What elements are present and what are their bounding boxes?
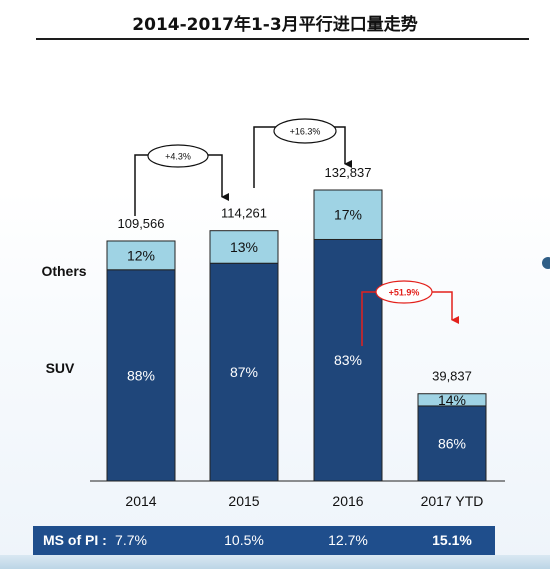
x-tick-label-2015: 2015 <box>228 493 259 509</box>
chart-title: 2014-2017年1-3月平行进口量走势 <box>132 15 418 35</box>
data-label-suv-2015: 87% <box>230 364 258 380</box>
ms-of-pi-value-2014: 7.7% <box>115 532 147 548</box>
ms-of-pi-value-2017-ytd: 15.1% <box>432 532 472 548</box>
total-label-2015: 114,261 <box>221 206 267 221</box>
total-label-2016: 132,837 <box>325 165 372 180</box>
data-label-suv-2016: 83% <box>334 352 362 368</box>
data-label-suv-2017-ytd: 86% <box>438 435 466 451</box>
bar-others-2017-ytd <box>417 393 487 407</box>
series-label-suv: SUV <box>46 360 75 376</box>
data-label-others-2017-ytd: 14% <box>438 392 466 408</box>
total-label-2017-ytd: 39,837 <box>432 369 472 384</box>
bar-suv-2016 <box>313 238 383 482</box>
growth-label-2016: +16.3% <box>290 127 321 137</box>
growth-callout-2015 <box>147 144 209 168</box>
data-label-others-2016: 17% <box>334 207 362 223</box>
total-label-2014: 109,566 <box>118 216 165 231</box>
growth-callout-2016 <box>273 118 337 144</box>
bar-others-2014 <box>106 240 176 271</box>
title-underline <box>36 38 529 40</box>
data-label-suv-2014: 88% <box>127 367 155 383</box>
bar-suv-2014 <box>106 269 176 482</box>
ms-of-pi-value-2015: 10.5% <box>224 532 264 548</box>
x-tick-label-2016: 2016 <box>332 493 363 509</box>
ms-of-pi-bar: MS of PI : 7.7% 10.5% 12.7% 15.1% <box>33 526 495 555</box>
growth-label-2017-ytd: +51.9% <box>389 288 420 298</box>
x-tick-label-2017-ytd: 2017 YTD <box>421 493 484 509</box>
bar-suv-2015 <box>209 262 279 482</box>
bar-others-2015 <box>209 230 279 264</box>
data-label-others-2014: 12% <box>127 247 155 263</box>
ms-of-pi-value-2016: 12.7% <box>328 532 368 548</box>
side-dot-icon <box>542 257 550 269</box>
series-label-others: Others <box>41 263 86 279</box>
growth-callout-2017-ytd <box>375 280 433 304</box>
bar-others-2016 <box>313 189 383 240</box>
x-tick-label-2014: 2014 <box>125 493 156 509</box>
ms-of-pi-label: MS of PI : <box>43 532 107 548</box>
growth-label-2015: +4.3% <box>165 152 191 162</box>
bar-suv-2017-ytd <box>417 405 487 482</box>
data-label-others-2015: 13% <box>230 239 258 255</box>
footer-band <box>0 555 550 569</box>
